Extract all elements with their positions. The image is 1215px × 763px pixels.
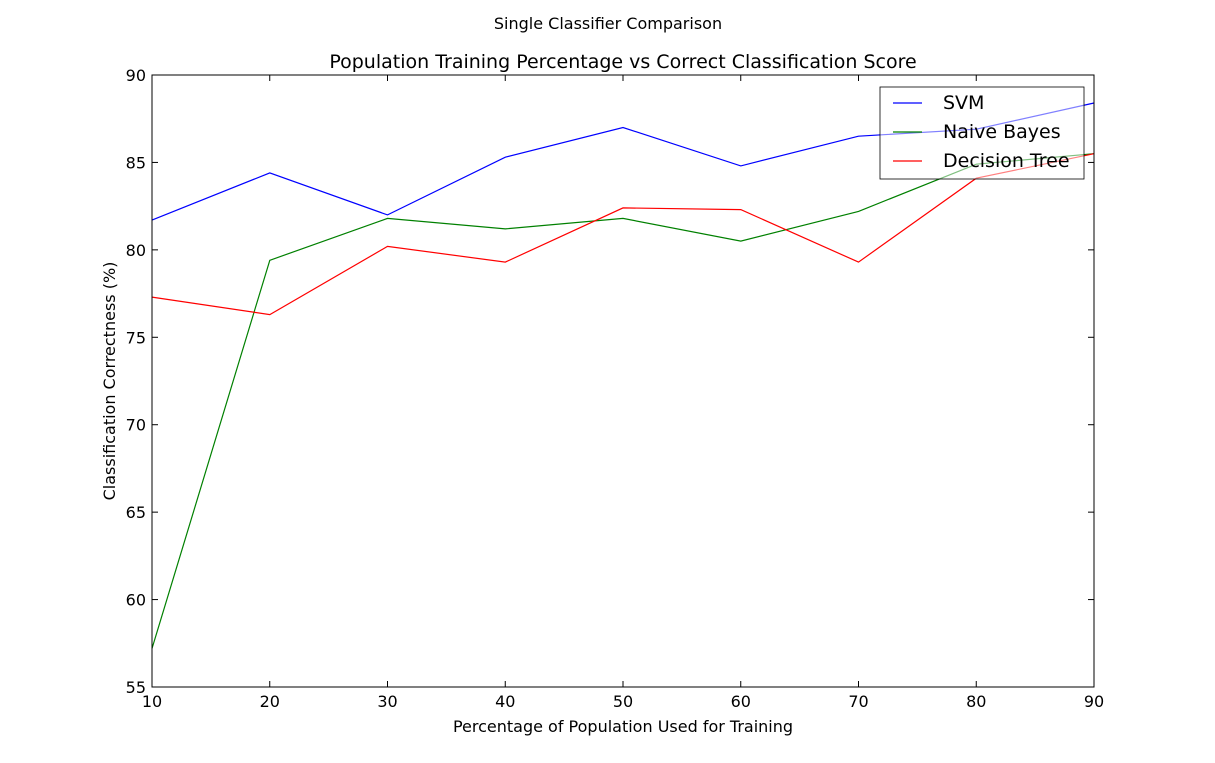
x-tick-label: 80 bbox=[966, 692, 986, 711]
series-line-naive-bayes bbox=[151, 153, 1095, 649]
x-axis-label: Percentage of Population Used for Traini… bbox=[453, 717, 793, 736]
x-tick-label: 10 bbox=[142, 692, 162, 711]
x-tick-label: 70 bbox=[848, 692, 868, 711]
series-layer bbox=[151, 102, 1095, 649]
chart-title: Population Training Percentage vs Correc… bbox=[329, 51, 916, 73]
chart-suptitle: Single Classifier Comparison bbox=[494, 14, 722, 33]
x-tick-label: 40 bbox=[495, 692, 515, 711]
y-tick-label: 90 bbox=[126, 66, 146, 85]
legend-frame bbox=[879, 86, 1085, 180]
y-tick-label: 65 bbox=[126, 503, 146, 522]
legend-items: SVM Naive Bayes Decision Tree bbox=[893, 92, 1070, 172]
legend: SVM Naive Bayes Decision Tree bbox=[879, 86, 1085, 180]
legend-label: SVM bbox=[943, 92, 984, 114]
x-tick-label: 30 bbox=[377, 692, 397, 711]
x-tick-label: 20 bbox=[260, 692, 280, 711]
y-tick-label: 60 bbox=[126, 591, 146, 610]
x-tick-label: 60 bbox=[731, 692, 751, 711]
x-tick-label: 50 bbox=[613, 692, 633, 711]
y-tick-label: 70 bbox=[126, 416, 146, 435]
y-axis-label: Classification Correctness (%) bbox=[100, 262, 119, 501]
legend-label: Decision Tree bbox=[943, 150, 1070, 172]
y-tick-label: 85 bbox=[126, 153, 146, 172]
y-tick-label: 55 bbox=[126, 678, 146, 697]
legend-label: Naive Bayes bbox=[943, 121, 1061, 143]
tick-layer: 10 20 30 40 50 60 70 80 90 55 60 65 70 75 80 85 90 bbox=[126, 66, 1105, 711]
y-tick-label: 75 bbox=[126, 328, 146, 347]
series-line-decision-tree bbox=[151, 153, 1095, 316]
y-tick-label: 80 bbox=[126, 241, 146, 260]
x-tick-label: 90 bbox=[1084, 692, 1104, 711]
